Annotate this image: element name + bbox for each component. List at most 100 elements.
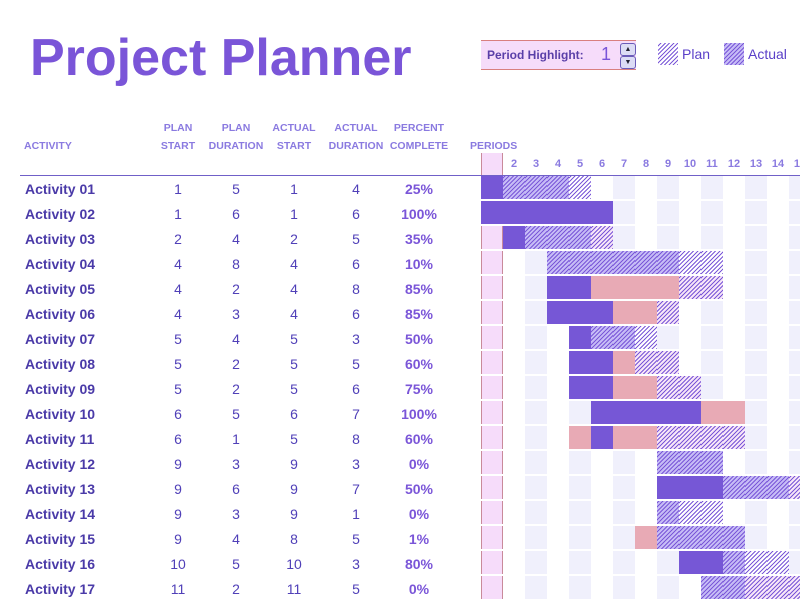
actual-duration-cell[interactable]: 7 bbox=[352, 481, 360, 497]
name-cell[interactable]: Activity 16 bbox=[25, 556, 96, 572]
plan-start-cell[interactable]: 1 bbox=[174, 181, 182, 197]
name-cell[interactable]: Activity 14 bbox=[25, 506, 96, 522]
actual-start-cell[interactable]: 1 bbox=[290, 181, 298, 197]
plan-start-cell[interactable]: 1 bbox=[174, 206, 182, 222]
percent-cell[interactable]: 35% bbox=[404, 231, 434, 247]
actual-duration-cell[interactable]: 1 bbox=[352, 506, 360, 522]
actual-duration-cell[interactable]: 5 bbox=[352, 581, 360, 597]
spin-up-button[interactable]: ▲ bbox=[620, 43, 636, 56]
percent-cell[interactable]: 0% bbox=[408, 581, 430, 597]
actual-duration-cell[interactable]: 5 bbox=[352, 531, 360, 547]
actual-start-cell[interactable]: 9 bbox=[290, 481, 298, 497]
plan-duration-cell[interactable]: 1 bbox=[232, 431, 240, 447]
period-highlight-value[interactable]: 1 bbox=[601, 44, 612, 64]
name-cell[interactable]: Activity 02 bbox=[25, 206, 96, 222]
plan-start-cell[interactable]: 11 bbox=[170, 581, 186, 597]
percent-cell[interactable]: 50% bbox=[404, 481, 434, 497]
actual-start-cell[interactable]: 9 bbox=[290, 456, 298, 472]
percent-cell[interactable]: 100% bbox=[401, 406, 437, 422]
plan-duration-cell[interactable]: 3 bbox=[232, 506, 240, 522]
name-cell[interactable]: Activity 09 bbox=[25, 381, 96, 397]
plan-duration-cell[interactable]: 5 bbox=[232, 406, 240, 422]
percent-cell[interactable]: 60% bbox=[404, 356, 434, 372]
name-cell[interactable]: Activity 10 bbox=[25, 406, 96, 422]
percent-cell[interactable]: 0% bbox=[408, 506, 430, 522]
plan-duration-cell[interactable]: 5 bbox=[232, 181, 240, 197]
spin-down-button[interactable]: ▼ bbox=[620, 56, 636, 69]
plan-duration-cell[interactable]: 3 bbox=[232, 306, 240, 322]
name-cell[interactable]: Activity 01 bbox=[25, 181, 96, 197]
plan-duration-cell[interactable]: 2 bbox=[232, 281, 240, 297]
plan-start-cell[interactable]: 2 bbox=[174, 231, 182, 247]
actual-start-cell[interactable]: 1 bbox=[290, 206, 298, 222]
actual-duration-cell[interactable]: 3 bbox=[352, 556, 360, 572]
actual-duration-cell[interactable]: 6 bbox=[352, 381, 360, 397]
name-cell[interactable]: Activity 04 bbox=[25, 256, 96, 272]
plan-duration-cell[interactable]: 5 bbox=[232, 556, 240, 572]
actual-duration-cell[interactable]: 8 bbox=[352, 431, 360, 447]
actual-start-cell[interactable]: 2 bbox=[290, 231, 298, 247]
actual-duration-cell[interactable]: 5 bbox=[352, 356, 360, 372]
actual-start-cell[interactable]: 9 bbox=[290, 506, 298, 522]
percent-cell[interactable]: 80% bbox=[404, 556, 434, 572]
actual-duration-cell[interactable]: 3 bbox=[352, 456, 360, 472]
actual-start-cell[interactable]: 4 bbox=[290, 306, 298, 322]
percent-cell[interactable]: 1% bbox=[408, 531, 430, 547]
actual-start-cell[interactable]: 8 bbox=[290, 531, 298, 547]
name-cell[interactable]: Activity 17 bbox=[25, 581, 96, 597]
actual-start-cell[interactable]: 6 bbox=[290, 406, 298, 422]
actual-start-cell[interactable]: 5 bbox=[290, 356, 298, 372]
actual-duration-cell[interactable]: 6 bbox=[352, 256, 360, 272]
actual-start-cell[interactable]: 11 bbox=[286, 581, 302, 597]
name-cell[interactable]: Activity 11 bbox=[25, 431, 95, 447]
plan-duration-cell[interactable]: 4 bbox=[232, 531, 240, 547]
percent-cell[interactable]: 0% bbox=[408, 456, 430, 472]
plan-duration-cell[interactable]: 6 bbox=[232, 206, 240, 222]
plan-start-cell[interactable]: 9 bbox=[174, 506, 182, 522]
plan-start-cell[interactable]: 9 bbox=[174, 531, 182, 547]
percent-cell[interactable]: 75% bbox=[404, 381, 434, 397]
plan-start-cell[interactable]: 4 bbox=[174, 256, 182, 272]
actual-duration-cell[interactable]: 8 bbox=[352, 281, 360, 297]
plan-duration-cell[interactable]: 6 bbox=[232, 481, 240, 497]
plan-start-cell[interactable]: 5 bbox=[174, 356, 182, 372]
plan-duration-cell[interactable]: 2 bbox=[232, 581, 240, 597]
percent-cell[interactable]: 60% bbox=[404, 431, 434, 447]
plan-start-cell[interactable]: 5 bbox=[174, 331, 182, 347]
name-cell[interactable]: Activity 07 bbox=[25, 331, 96, 347]
plan-duration-cell[interactable]: 2 bbox=[232, 356, 240, 372]
plan-start-cell[interactable]: 4 bbox=[174, 281, 182, 297]
actual-duration-cell[interactable]: 5 bbox=[352, 231, 360, 247]
name-cell[interactable]: Activity 13 bbox=[25, 481, 96, 497]
percent-cell[interactable]: 85% bbox=[404, 281, 434, 297]
actual-start-cell[interactable]: 5 bbox=[290, 331, 298, 347]
plan-duration-cell[interactable]: 4 bbox=[232, 331, 240, 347]
actual-start-cell[interactable]: 10 bbox=[286, 556, 302, 572]
plan-start-cell[interactable]: 4 bbox=[174, 306, 182, 322]
name-cell[interactable]: Activity 12 bbox=[25, 456, 96, 472]
actual-duration-cell[interactable]: 6 bbox=[352, 206, 360, 222]
actual-start-cell[interactable]: 5 bbox=[290, 431, 298, 447]
percent-cell[interactable]: 50% bbox=[404, 331, 434, 347]
actual-start-cell[interactable]: 5 bbox=[290, 381, 298, 397]
plan-start-cell[interactable]: 9 bbox=[174, 481, 182, 497]
plan-duration-cell[interactable]: 3 bbox=[232, 456, 240, 472]
plan-duration-cell[interactable]: 8 bbox=[232, 256, 240, 272]
percent-cell[interactable]: 10% bbox=[404, 256, 434, 272]
plan-start-cell[interactable]: 9 bbox=[174, 456, 182, 472]
actual-duration-cell[interactable]: 3 bbox=[352, 331, 360, 347]
name-cell[interactable]: Activity 08 bbox=[25, 356, 96, 372]
actual-duration-cell[interactable]: 4 bbox=[352, 181, 360, 197]
percent-cell[interactable]: 85% bbox=[404, 306, 434, 322]
actual-duration-cell[interactable]: 7 bbox=[352, 406, 360, 422]
percent-cell[interactable]: 25% bbox=[404, 181, 434, 197]
plan-start-cell[interactable]: 6 bbox=[174, 431, 182, 447]
actual-duration-cell[interactable]: 6 bbox=[352, 306, 360, 322]
plan-duration-cell[interactable]: 2 bbox=[232, 381, 240, 397]
plan-duration-cell[interactable]: 4 bbox=[232, 231, 240, 247]
actual-start-cell[interactable]: 4 bbox=[290, 256, 298, 272]
name-cell[interactable]: Activity 03 bbox=[25, 231, 96, 247]
plan-start-cell[interactable]: 6 bbox=[174, 406, 182, 422]
name-cell[interactable]: Activity 15 bbox=[25, 531, 96, 547]
actual-start-cell[interactable]: 4 bbox=[290, 281, 298, 297]
